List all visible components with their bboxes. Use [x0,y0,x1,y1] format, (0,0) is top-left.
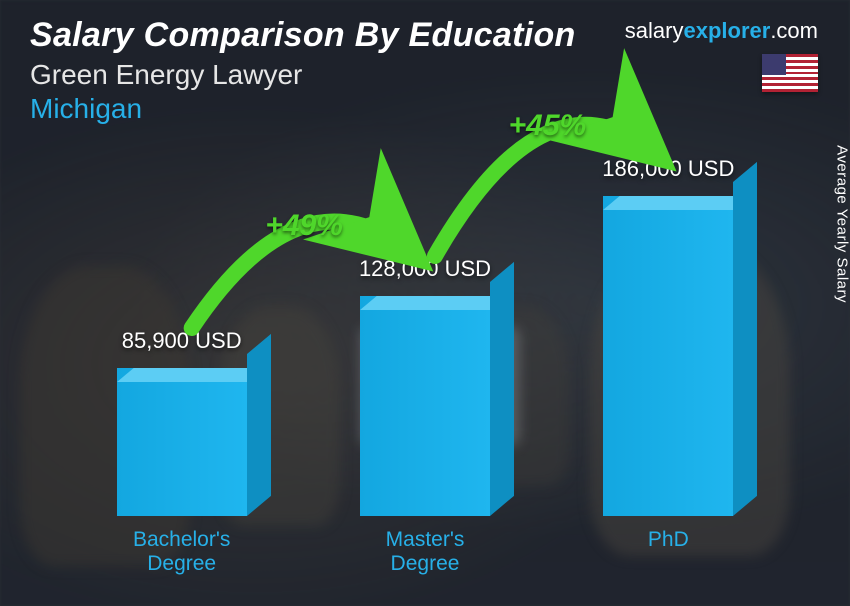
x-labels: Bachelor'sDegreeMaster'sDegreePhD [60,528,790,576]
bar-group: 186,000 USD [547,156,790,516]
bars-container: 85,900 USD 128,000 USD 186,000 USD [60,150,790,516]
bar-top-face [360,296,507,310]
brand-block: salaryexplorer.com [625,18,818,92]
bar-front-face [117,368,247,516]
bar-value-label: 85,900 USD [122,328,242,354]
bar-group: 128,000 USD [303,256,546,516]
bar-side-face [490,262,514,516]
bar-value-label: 128,000 USD [359,256,491,282]
y-axis-label: Average Yearly Salary [834,145,850,303]
brand-name: salaryexplorer.com [625,18,818,44]
x-axis-label: Master'sDegree [303,528,546,576]
x-axis-label: PhD [547,528,790,576]
x-axis-label: Bachelor'sDegree [60,528,303,576]
bar-side-face [733,162,757,516]
chart-location: Michigan [30,93,820,125]
bar-top-face [603,196,750,210]
bar-group: 85,900 USD [60,328,303,516]
bar-side-face [247,334,271,516]
brand-accent: explorer [683,18,770,43]
brand-tld: .com [770,18,818,43]
chart-area: 85,900 USD 128,000 USD 186,000 USD Bache… [60,150,790,576]
brand-prefix: salary [625,18,684,43]
bar-front-face [603,196,733,516]
bar-top-face [117,368,264,382]
bar-value-label: 186,000 USD [602,156,734,182]
bar-front-face [360,296,490,516]
us-flag-icon [762,54,818,92]
